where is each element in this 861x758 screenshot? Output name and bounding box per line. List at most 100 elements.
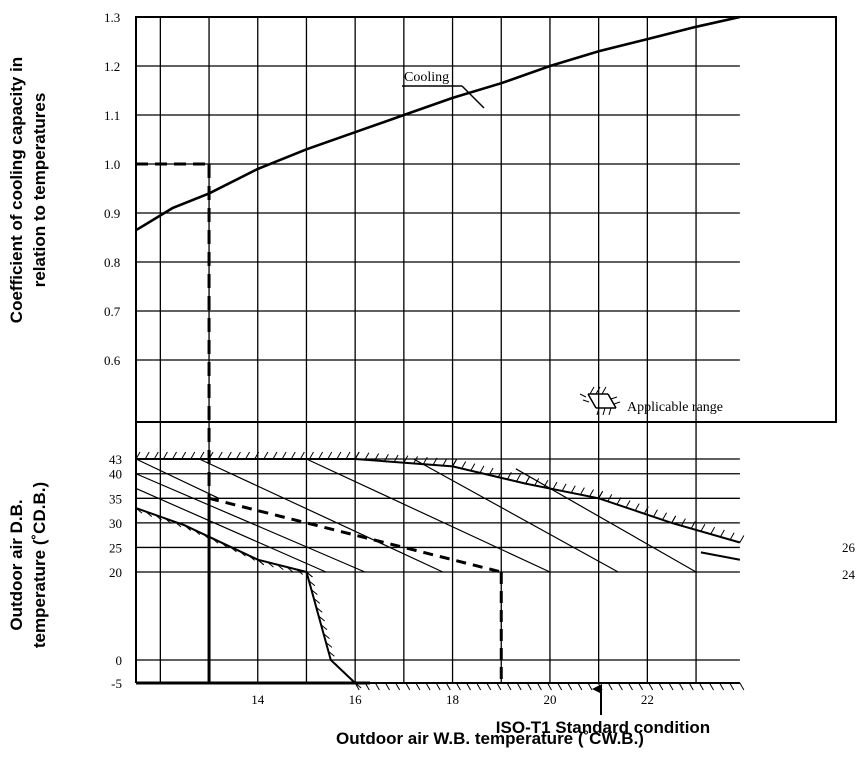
hatch-mark-top [739, 535, 745, 543]
hatch-mark-top [497, 469, 503, 478]
upper-y-tick-label: 0.6 [104, 353, 121, 368]
hatch-mark-base [587, 682, 593, 691]
hatch-mark-top [700, 524, 706, 532]
hatch-mark-bottom [155, 514, 162, 521]
hatch-mark-bottom [310, 589, 318, 595]
diagonal-isoline [515, 468, 697, 573]
hatch-mark-base [628, 682, 633, 691]
hatch-mark-bottom [330, 659, 338, 666]
hatch-mark-top [281, 451, 287, 460]
hatch-mark-bottom [308, 580, 316, 587]
x-tick-label: 20 [543, 692, 556, 707]
hatch-mark-bottom [346, 674, 354, 681]
hatch-mark-bottom [257, 559, 265, 566]
hatch-mark-base [607, 682, 613, 691]
lower-y-axis-title-line1: Outdoor air D.B. [7, 499, 26, 630]
hatch-mark-base [719, 682, 725, 691]
hatch-mark-top [729, 532, 735, 540]
x-axis-title: Outdoor air W.B. temperature (˚CW.B.) [336, 729, 644, 748]
hatch-mark-bottom [318, 615, 325, 622]
hatch-mark-top [318, 451, 324, 460]
hatch-mark-top [461, 461, 467, 469]
hatch-mark-top [393, 454, 399, 463]
hatch-mark-bottom [320, 624, 328, 631]
hatch-mark-base [648, 682, 654, 691]
hatch-mark-base [395, 682, 401, 691]
hatch-mark-bottom [184, 524, 192, 531]
hatch-mark-base [617, 682, 623, 691]
hatch-mark-bottom [239, 550, 246, 557]
hatch-mark-base [496, 682, 502, 691]
hatch-mark-top [516, 474, 521, 482]
applicable-range-top-boundary [136, 458, 741, 544]
hatch-mark-top [135, 451, 141, 460]
hatch-mark-bottom [306, 571, 313, 578]
diagonal-isoline [135, 487, 327, 573]
hatch-mark-base [506, 682, 512, 691]
hatch-mark-bottom [338, 667, 346, 674]
hatch-mark-top [422, 456, 428, 465]
cooling-label-pointer [461, 85, 485, 109]
diagonal-isoline [135, 458, 220, 499]
lower-y-tick-label: 30 [109, 516, 122, 531]
hatch-mark-top [625, 500, 631, 508]
hatch-mark-base [364, 682, 370, 691]
right-tick-labels: 26 24 [842, 540, 856, 582]
hatch-mark-top [299, 451, 305, 460]
hatch-mark-top [579, 487, 585, 495]
hatch-mark-base [516, 682, 522, 691]
hatch-mark-top [263, 451, 269, 460]
hatch-mark-top [181, 451, 187, 460]
right-tick-label: 26 [842, 540, 856, 555]
diagonal-isoline [306, 458, 551, 573]
hatch-mark-bottom [323, 633, 330, 639]
hatch-mark-top [662, 512, 668, 521]
upper-panel [135, 15, 741, 683]
hatch-mark-bottom [164, 518, 172, 524]
hatch-mark-bottom [135, 507, 143, 514]
diagonal-isoline [199, 458, 444, 573]
upper-y-tick-label: 1.1 [104, 108, 120, 123]
hatch-mark-base [577, 682, 583, 691]
lower-y-tick-label: 43 [109, 452, 122, 467]
hatch-mark-top [643, 506, 649, 514]
hatch-mark-top [479, 465, 485, 474]
upper-panel-frame [135, 16, 837, 423]
hatch-mark-top [374, 453, 380, 461]
hatch-mark-top [153, 451, 159, 460]
hatch-mark-top [336, 451, 342, 460]
applicable-range-bottom-boundary [135, 507, 356, 684]
hatch-mark-top [226, 451, 232, 460]
hatch-mark-bottom [286, 566, 294, 573]
lower-y-tick-label: 20 [109, 565, 122, 580]
hatch-mark-base [678, 682, 684, 691]
hatch-mark-base [597, 682, 603, 691]
hatch-mark-bottom [276, 564, 284, 571]
hatch-mark-top [254, 451, 260, 460]
hatch-mark-bottom [211, 537, 219, 544]
hatch-mark-bottom [248, 555, 255, 561]
hatch-mark-base [536, 682, 542, 691]
hatch-mark-top [690, 521, 696, 529]
hatch-mark-top [534, 478, 540, 486]
hatch-mark-base [466, 682, 471, 691]
hatch-mark-base [354, 682, 360, 691]
hatch-mark-base [445, 682, 451, 691]
hatch-mark-base [526, 682, 532, 691]
hatch-mark-bottom [174, 521, 182, 528]
hatch-mark-top [162, 451, 168, 460]
lower-y-tick-label: 0 [116, 653, 123, 668]
hatch-mark-base [547, 682, 552, 691]
hatch-mark-base [476, 682, 482, 691]
hatch-mark-top [616, 497, 622, 505]
hatch-mark-base [425, 682, 431, 691]
hatch-mark-base [385, 682, 390, 691]
hatch-mark-top [190, 451, 196, 460]
lower-y-tick-label: -5 [111, 676, 122, 691]
x-tick-label: 22 [641, 692, 654, 707]
x-tick-label: 18 [446, 692, 459, 707]
hatch-mark-bottom [145, 511, 153, 517]
hatch-mark-top [525, 476, 531, 484]
